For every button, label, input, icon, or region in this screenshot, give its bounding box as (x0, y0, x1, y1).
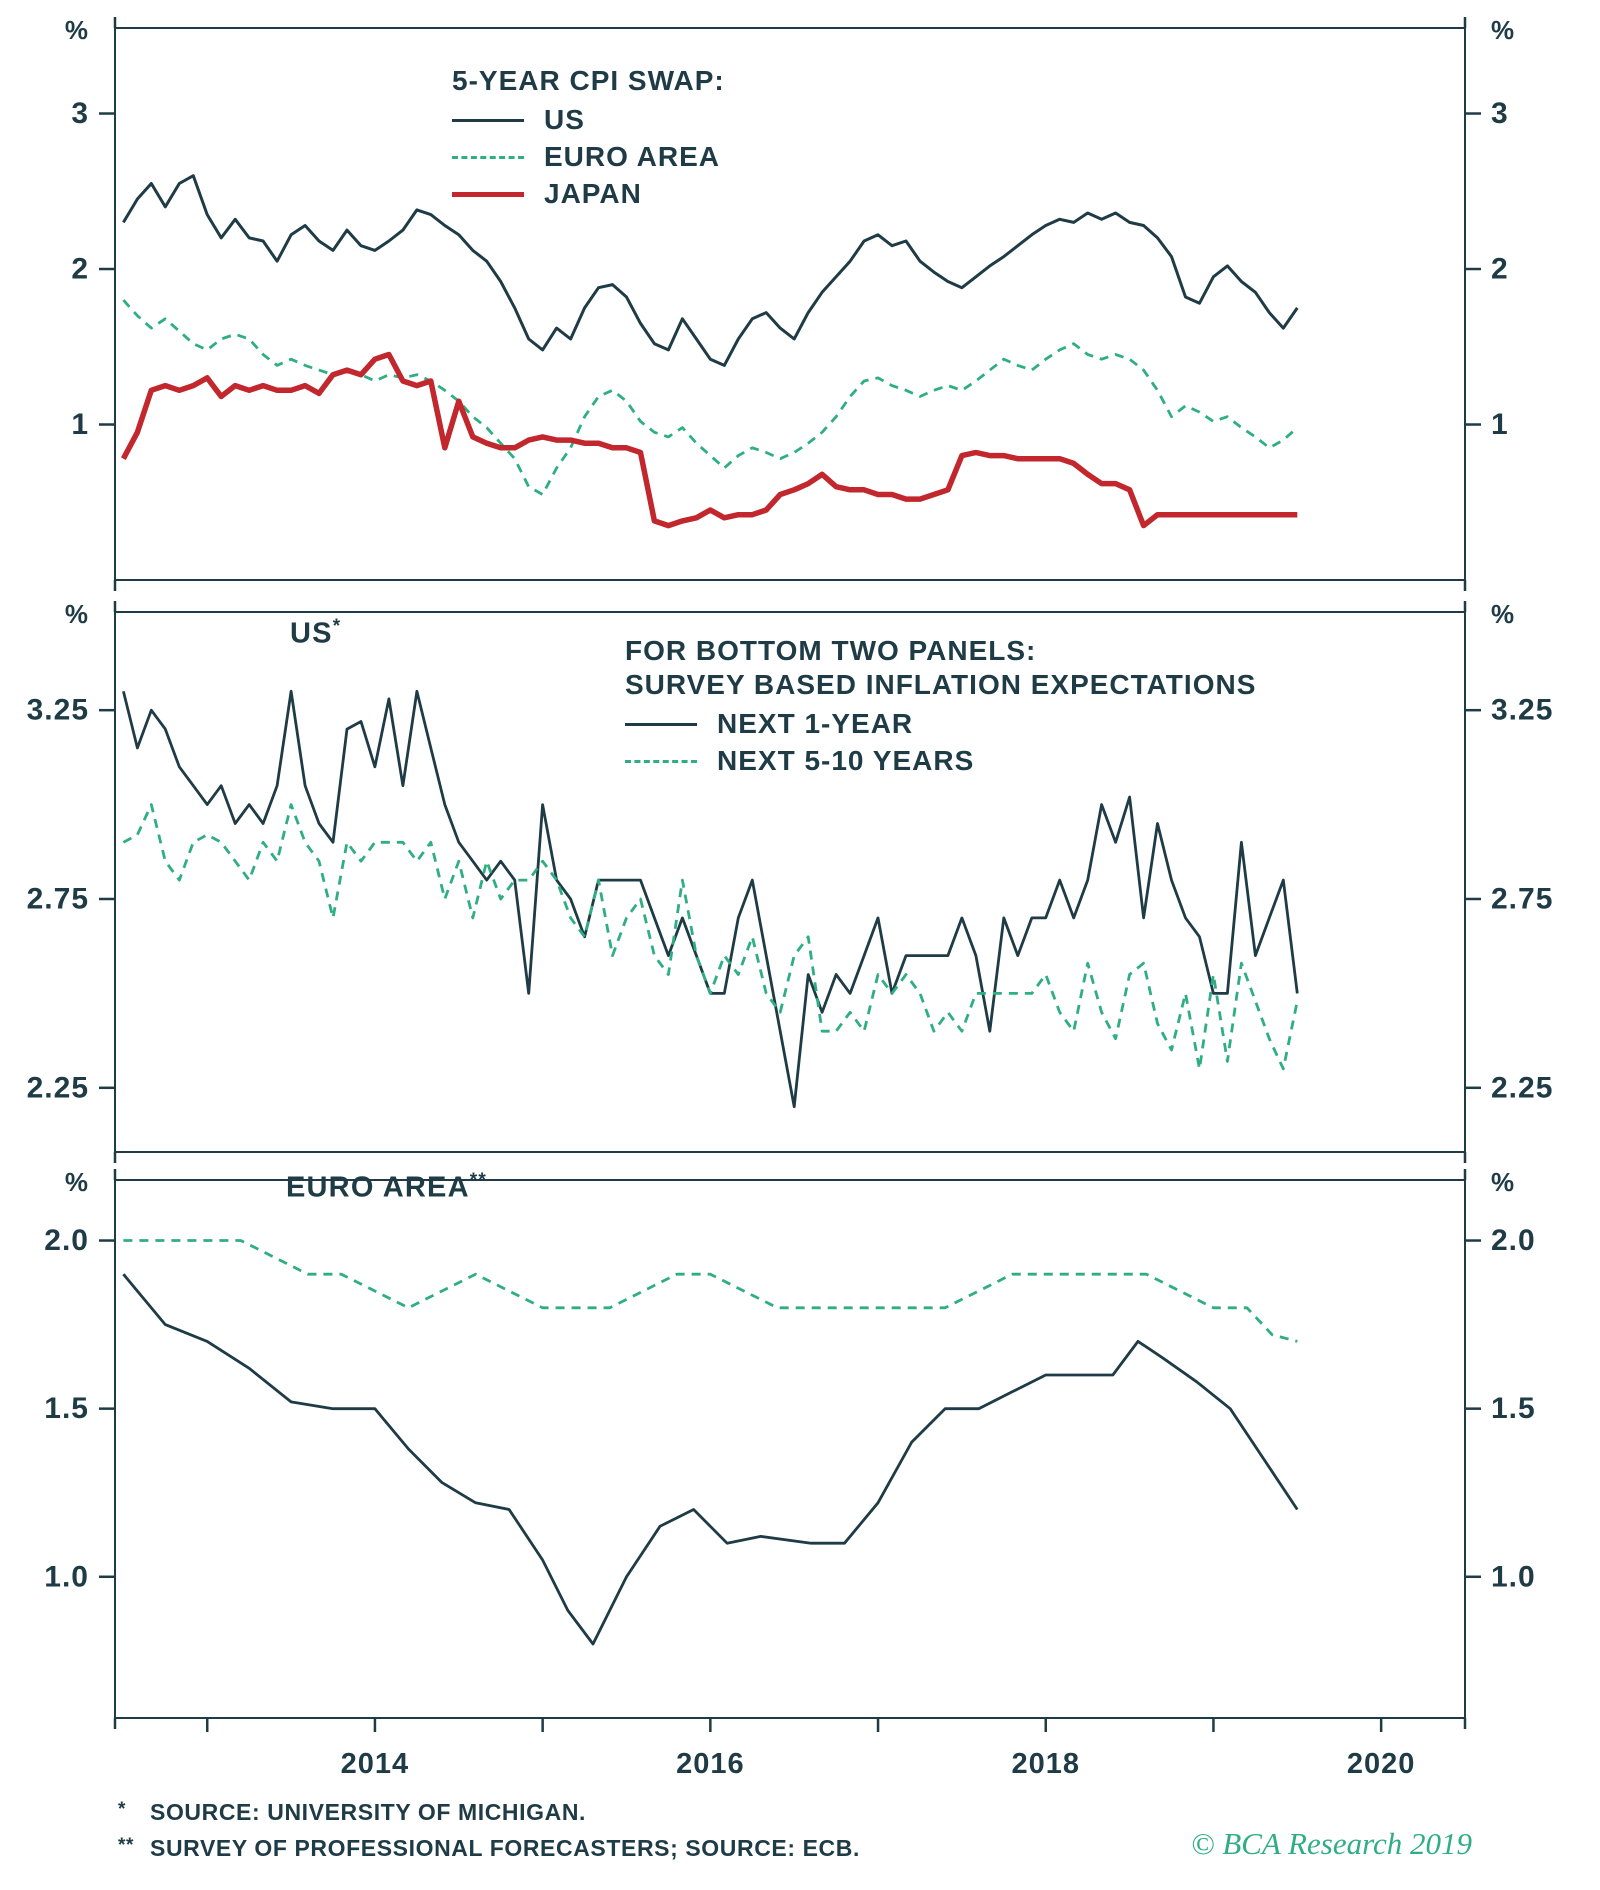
footnote-marker-1: * (118, 1799, 126, 1820)
legend-item-us: US (452, 104, 725, 135)
series-line-japan (120, 351, 1298, 529)
footnote-text-2: SURVEY OF PROFESSIONAL FORECASTERS; SOUR… (150, 1835, 860, 1861)
japan-line-sample (452, 191, 524, 197)
panel-title-us-marker: * (332, 616, 342, 637)
legend-item-next-1-year: NEXT 1-YEAR (625, 708, 1256, 739)
series-line-next-1-year (122, 1273, 1299, 1646)
y-tick-label-left: 1.5 (44, 1392, 89, 1425)
y-tick-label-right: 3 (1491, 97, 1509, 130)
panel-title-euro-area-text: EURO AREA (286, 1171, 470, 1204)
series-line-next-5-10-years (122, 803, 1299, 1071)
legend-title-line2: SURVEY BASED INFLATION EXPECTATIONS (625, 669, 1257, 700)
x-axis-label-2020: 2020 (1347, 1748, 1416, 1780)
series-line-next-5-10-years (123, 1239, 1298, 1343)
x-axis-label-2014: 2014 (341, 1748, 410, 1780)
us-line-sample (452, 118, 524, 122)
y-tick-label-left: 2.0 (44, 1224, 89, 1257)
footnote-michigan: * SOURCE: UNIVERSITY OF MICHIGAN. (118, 1794, 860, 1830)
legend-item-euro-area: EURO AREA (452, 141, 725, 172)
unit-label-left: % (65, 15, 89, 45)
legend-cpi-swap: 5-YEAR CPI SWAP: US EURO AREA JAPAN (452, 64, 725, 209)
y-tick-label-left: 1.0 (44, 1560, 89, 1593)
legend-item-next-5-10-years: NEXT 5-10 YEARS (625, 745, 1256, 776)
y-tick-label-right: 2.25 (1491, 1071, 1553, 1104)
euro-area-line-sample (452, 155, 524, 159)
footnotes: * SOURCE: UNIVERSITY OF MICHIGAN. ** SUR… (118, 1794, 860, 1866)
y-tick-label-right: 1.0 (1491, 1560, 1536, 1593)
panel-title-euro-area: EURO AREA** (286, 1170, 487, 1205)
y-tick-label-right: 2 (1491, 253, 1509, 286)
y-tick-label-right: 2.0 (1491, 1224, 1536, 1257)
next-5-10-years-line-sample (625, 759, 697, 763)
panel-title-us-text: US (290, 617, 333, 650)
unit-label-left: % (65, 1167, 89, 1197)
series-line-us (122, 174, 1299, 367)
y-tick-label-left: 2.25 (27, 1071, 89, 1104)
bca-research-copyright: © BCA Research 2019 (1191, 1826, 1472, 1861)
y-tick-label-right: 3.25 (1491, 694, 1553, 727)
y-tick-label-right: 1.5 (1491, 1392, 1536, 1425)
panel-frame-0 (114, 27, 1466, 581)
legend-label-japan: JAPAN (544, 178, 642, 209)
next-1-year-line-sample (625, 722, 697, 726)
x-axis-label-2016: 2016 (676, 1748, 745, 1780)
unit-label-right: % (1491, 1167, 1515, 1197)
unit-label-right: % (1491, 599, 1515, 629)
panel-frame-2 (114, 1179, 1466, 1719)
panel-frame-1 (114, 611, 1466, 1153)
y-tick-label-left: 3 (71, 97, 89, 130)
panel-title-euro-area-marker: ** (469, 1170, 487, 1191)
y-tick-label-left: 1 (71, 408, 89, 441)
legend-survey-expectations: FOR BOTTOM TWO PANELS: SURVEY BASED INFL… (625, 634, 1256, 776)
legend-title-cpi-swap: 5-YEAR CPI SWAP: (452, 65, 725, 96)
footnote-text-1: SOURCE: UNIVERSITY OF MICHIGAN. (150, 1799, 587, 1825)
y-tick-label-left: 2 (71, 253, 89, 286)
legend-label-next-5-10-years: NEXT 5-10 YEARS (717, 745, 975, 776)
footnote-marker-2: ** (118, 1835, 134, 1856)
series-line-euro-area (122, 299, 1299, 496)
legend-label-next-1-year: NEXT 1-YEAR (717, 708, 914, 739)
unit-label-right: % (1491, 15, 1515, 45)
footnote-ecb: ** SURVEY OF PROFESSIONAL FORECASTERS; S… (118, 1830, 860, 1866)
y-tick-label-left: 3.25 (27, 694, 89, 727)
legend-item-japan: JAPAN (452, 178, 725, 209)
y-tick-label-left: 2.75 (27, 882, 89, 915)
legend-title-line1: FOR BOTTOM TWO PANELS: (625, 635, 1037, 666)
panel-title-us: US* (290, 616, 341, 651)
unit-label-left: % (65, 599, 89, 629)
y-tick-label-right: 1 (1491, 408, 1509, 441)
legend-label-euro-area: EURO AREA (544, 141, 720, 172)
legend-label-us: US (544, 104, 585, 135)
x-axis-label-2018: 2018 (1011, 1748, 1080, 1780)
y-tick-label-right: 2.75 (1491, 882, 1553, 915)
